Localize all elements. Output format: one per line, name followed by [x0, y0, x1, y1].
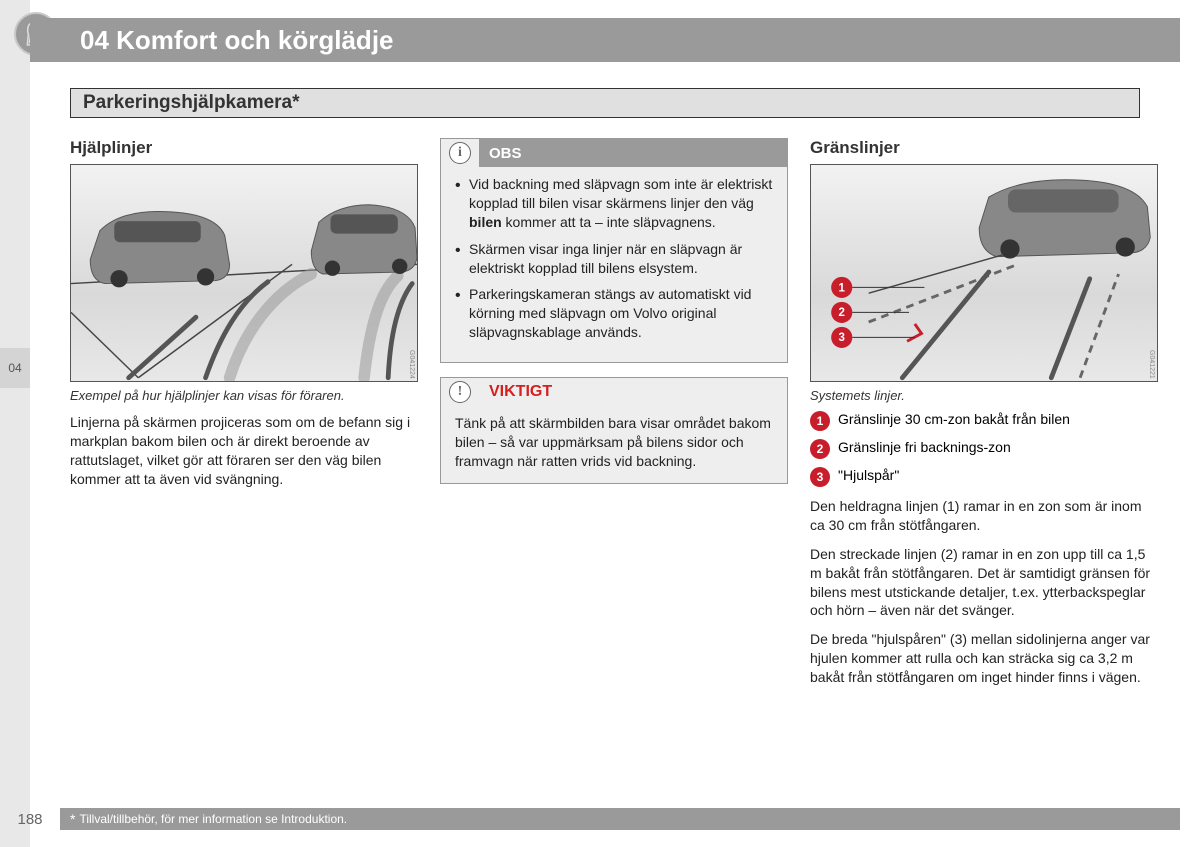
col3-heading: Gränslinjer: [810, 138, 1158, 158]
page-footer: 188 * Tillval/tillbehör, för mer informa…: [0, 805, 1200, 833]
warn-icon-wrap: !: [441, 378, 479, 406]
info-icon-wrap: i: [441, 139, 479, 167]
chapter-header: 04 Komfort och körglädje: [30, 18, 1180, 62]
page-number: 188: [0, 811, 60, 828]
obs-item: Vid backning med släpvagn som inte är el…: [469, 175, 773, 232]
obs-item: Skärmen visar inga linjer när en släpvag…: [469, 240, 773, 278]
column-1: Hjälplinjer: [70, 138, 418, 687]
obs-box: i OBS Vid backning med släpvagn som inte…: [440, 138, 788, 363]
image-code: G041224: [408, 350, 415, 379]
left-margin: [0, 0, 30, 847]
obs-body: Vid backning med släpvagn som inte är el…: [441, 167, 787, 362]
legend-list: 1 Gränslinje 30 cm-zon bakåt från bilen …: [810, 411, 1158, 487]
legend-marker: 1: [810, 411, 830, 431]
svg-text:2: 2: [839, 307, 845, 319]
fig2-caption: Systemets linjer.: [810, 388, 1158, 403]
viktigt-body: Tänk på att skärmbilden bara visar områd…: [441, 406, 787, 483]
fig1-caption: Exempel på hur hjälplinjer kan visas för…: [70, 388, 418, 403]
footer-note: Tillval/tillbehör, för mer information s…: [79, 812, 347, 826]
warn-icon: !: [449, 381, 471, 403]
col3-p2: Den streckade linjen (2) ramar in en zon…: [810, 545, 1158, 621]
asterisk-icon: *: [70, 811, 75, 827]
legend-item: 2 Gränslinje fri backnings-zon: [810, 439, 1158, 459]
col1-heading: Hjälplinjer: [70, 138, 418, 158]
viktigt-header: ! VIKTIGT: [441, 378, 787, 406]
col3-p1: Den heldragna linjen (1) ramar in en zon…: [810, 497, 1158, 535]
info-icon: i: [449, 142, 471, 164]
chapter-title: 04 Komfort och körglädje: [80, 25, 394, 56]
image-code: G041221: [1148, 350, 1155, 379]
svg-text:1: 1: [839, 282, 846, 294]
column-2: i OBS Vid backning med släpvagn som inte…: [440, 138, 788, 687]
obs-header: i OBS: [441, 139, 787, 167]
viktigt-title: VIKTIGT: [479, 378, 787, 406]
content-columns: Hjälplinjer: [70, 138, 1158, 687]
section-header: Parkeringshjälpkamera*: [70, 88, 1140, 118]
legend-text: Gränslinje fri backnings-zon: [838, 439, 1011, 455]
legend-item: 3 "Hjulspår": [810, 467, 1158, 487]
legend-text: "Hjulspår": [838, 467, 899, 483]
chapter-tab: 04: [0, 348, 30, 388]
col1-body: Linjerna på skärmen projiceras som om de…: [70, 413, 418, 489]
legend-text: Gränslinje 30 cm-zon bakåt från bilen: [838, 411, 1070, 427]
footer-note-bar: * Tillval/tillbehör, för mer information…: [60, 808, 1180, 830]
obs-title: OBS: [479, 139, 787, 167]
column-3: Gränslinjer: [810, 138, 1158, 687]
viktigt-box: ! VIKTIGT Tänk på att skärmbilden bara v…: [440, 377, 788, 484]
legend-marker: 3: [810, 467, 830, 487]
figure-limitlines: 1 2 3 G041221: [810, 164, 1158, 382]
svg-text:3: 3: [839, 332, 845, 344]
legend-item: 1 Gränslinje 30 cm-zon bakåt från bilen: [810, 411, 1158, 431]
legend-marker: 2: [810, 439, 830, 459]
section-title: Parkeringshjälpkamera*: [83, 92, 300, 114]
col3-p3: De breda "hjulspåren" (3) mellan sidolin…: [810, 630, 1158, 687]
obs-item: Parkeringskameran stängs av automatiskt …: [469, 285, 773, 342]
figure-helplines: G041224: [70, 164, 418, 382]
manual-page: 04 Komfort och körglädje Parkeringshjälp…: [0, 0, 1200, 847]
